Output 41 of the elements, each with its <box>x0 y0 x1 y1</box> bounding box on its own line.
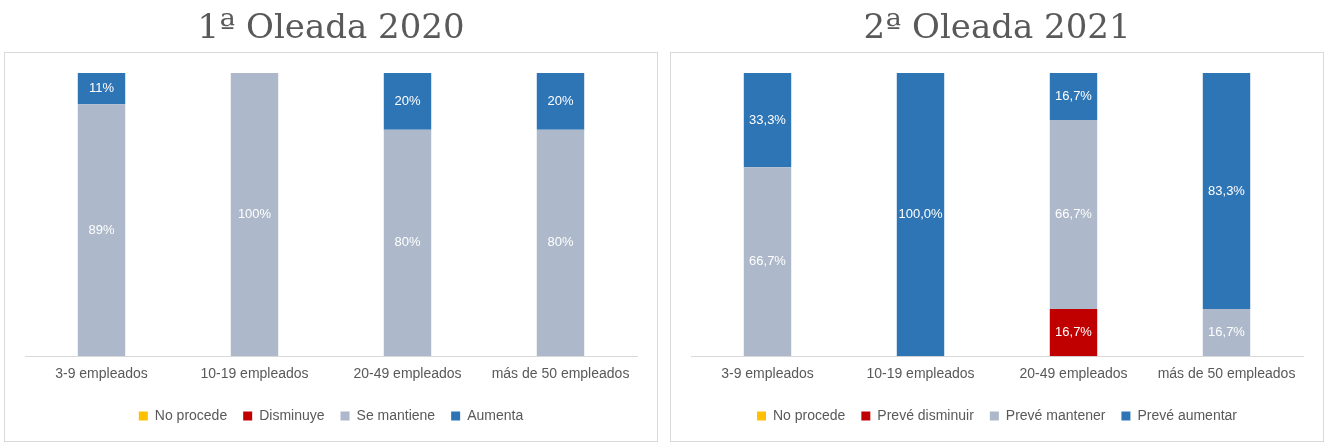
data-label: 33,3% <box>749 111 787 127</box>
legend-label: Prevé aumentar <box>1137 406 1238 423</box>
bar <box>896 73 945 357</box>
bar <box>1049 73 1098 121</box>
legend-label: Aumenta <box>467 406 524 423</box>
chart-title: 2ª Oleada 2021 <box>862 5 1132 48</box>
legend-label: Disminuye <box>259 406 325 423</box>
bar <box>743 167 792 357</box>
data-label: 89% <box>88 221 115 237</box>
x-tick-label: 10-19 empleados <box>200 365 309 382</box>
x-tick-label: 20-49 empleados <box>353 365 462 382</box>
data-label: 20% <box>547 92 574 108</box>
legend-label: No procede <box>772 406 846 423</box>
x-tick-label: 20-49 empleados <box>1019 365 1128 382</box>
bar <box>1049 308 1098 357</box>
bar <box>743 73 792 168</box>
legend-label: No procede <box>154 406 228 423</box>
data-label: 80% <box>547 234 574 250</box>
legend-label: Prevé mantener <box>1005 406 1106 423</box>
x-tick-label: 3-9 empleados <box>55 365 148 382</box>
data-label: 16,7% <box>1055 87 1093 103</box>
data-label: 11% <box>88 80 115 96</box>
bar <box>1202 308 1251 357</box>
legend-label: Prevé disminuir <box>877 406 975 423</box>
x-tick-label: más de 50 empleados <box>1157 365 1296 382</box>
bar <box>1049 120 1098 309</box>
x-tick-label: 10-19 empleados <box>866 365 975 382</box>
x-tick-label: 3-9 empleados <box>721 365 814 382</box>
data-label: 100% <box>237 206 272 222</box>
data-label: 100,0% <box>898 206 943 222</box>
chart-title: 1ª Oleada 2020 <box>196 5 466 48</box>
data-label: 80% <box>394 234 421 250</box>
data-label: 16,7% <box>1208 324 1246 340</box>
data-label: 20% <box>394 92 421 108</box>
data-label: 83,3% <box>1208 182 1246 198</box>
x-tick-label: más de 50 empleados <box>491 365 630 382</box>
legend-label: Se mantiene <box>356 406 436 423</box>
data-label: 66,7% <box>749 253 787 269</box>
data-label: 16,7% <box>1055 324 1093 340</box>
data-label: 66,7% <box>1055 206 1093 222</box>
bar <box>1202 73 1251 309</box>
